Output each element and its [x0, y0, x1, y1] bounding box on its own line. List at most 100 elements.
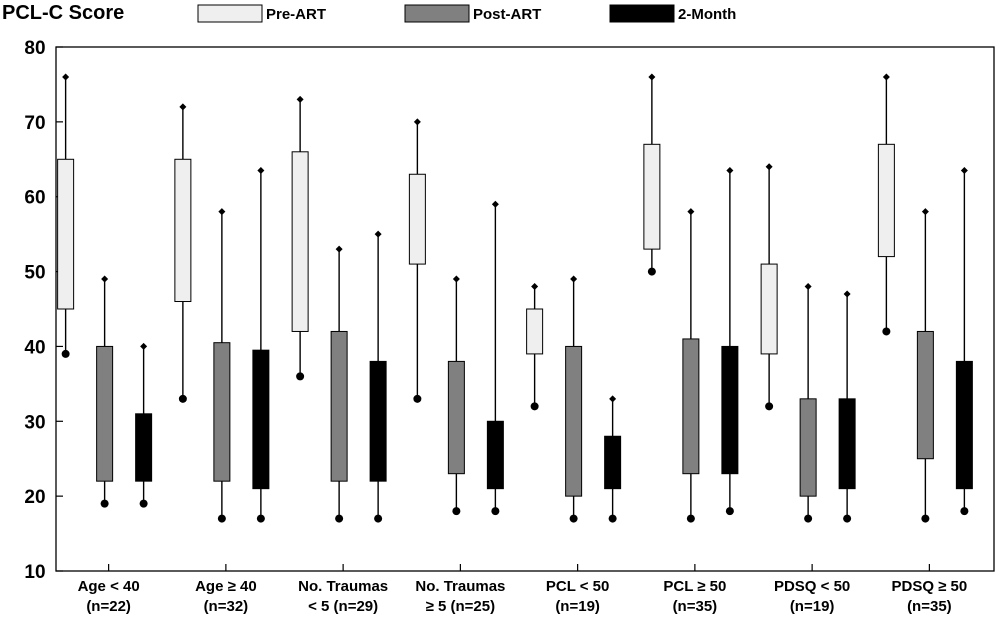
box-3-1 [447, 275, 465, 516]
y-tick-label-7: 80 [24, 38, 45, 59]
max-marker [374, 230, 382, 238]
max-marker [62, 73, 70, 81]
box-0-1 [96, 275, 114, 508]
box-body [213, 342, 231, 482]
box-body [291, 151, 309, 332]
box-4-2 [604, 395, 622, 523]
max-marker [101, 275, 109, 283]
box-body [916, 330, 934, 460]
max-marker [765, 163, 773, 171]
max-marker [257, 167, 265, 175]
min-marker [100, 499, 109, 508]
max-marker [648, 73, 656, 81]
min-marker [921, 514, 930, 523]
min-marker [413, 394, 422, 403]
x-label-line2-0: (n=22) [86, 598, 131, 615]
box-body [330, 330, 348, 482]
max-marker [531, 283, 539, 291]
box-4-1 [565, 275, 583, 523]
chart-title: PCL-C Score [2, 2, 124, 24]
box-6-2 [838, 290, 856, 523]
box-4-0 [526, 283, 544, 411]
min-marker [843, 514, 852, 523]
box-7-1 [916, 208, 934, 523]
box-7-2 [955, 167, 973, 516]
box-body [57, 158, 75, 310]
y-tick-label-4: 50 [24, 263, 45, 284]
box-7-0 [877, 73, 895, 336]
min-marker [139, 499, 148, 508]
box-5-1 [682, 208, 700, 523]
min-marker [491, 507, 500, 516]
box-0-2 [135, 342, 153, 508]
max-marker [804, 283, 812, 291]
min-marker [804, 514, 813, 523]
x-label-line2-1: (n=32) [204, 598, 249, 615]
max-marker [218, 208, 226, 216]
max-marker [570, 275, 578, 283]
x-label-line2-4: (n=19) [555, 598, 600, 615]
box-body [682, 338, 700, 475]
box-1-1 [213, 208, 231, 523]
box-body [486, 420, 504, 490]
legend: Pre-ART Post-ART 2-Month [197, 4, 736, 23]
y-axis: 10 20 30 40 50 60 70 80 [24, 38, 63, 583]
max-marker [882, 73, 890, 81]
max-marker [179, 103, 187, 111]
max-marker [413, 118, 421, 126]
box-body [838, 398, 856, 490]
max-marker [921, 208, 929, 216]
y-tick-label-6: 70 [24, 113, 45, 134]
max-marker [491, 200, 499, 208]
box-body [526, 308, 544, 355]
box-body [174, 158, 192, 303]
x-label-line1-3: No. Traumas [415, 578, 505, 595]
box-body [408, 173, 426, 265]
box-body [955, 360, 973, 490]
box-body [604, 435, 622, 490]
min-marker [725, 507, 734, 516]
min-marker [256, 514, 265, 523]
y-tick-label-3: 40 [24, 337, 45, 358]
x-label-line1-6: PDSQ < 50 [774, 578, 850, 595]
box-5-0 [643, 73, 661, 276]
x-label-line2-2: < 5 (n=29) [308, 598, 378, 615]
box-body [369, 360, 387, 482]
x-label-line1-2: No. Traumas [298, 578, 388, 595]
box-body [96, 345, 114, 482]
box-body [643, 143, 661, 250]
box-0-0 [57, 73, 75, 358]
y-tick-label-5: 60 [24, 188, 45, 209]
box-body [565, 345, 583, 497]
x-label-line2-3: ≥ 5 (n=25) [426, 598, 496, 615]
box-6-0 [760, 163, 778, 411]
x-label-line1-1: Age ≥ 40 [195, 578, 257, 595]
max-marker [609, 395, 617, 403]
box-1-0 [174, 103, 192, 403]
max-marker [843, 290, 851, 298]
legend-label-1: Post-ART [473, 6, 541, 23]
max-marker [452, 275, 460, 283]
box-3-0 [408, 118, 426, 403]
min-marker [686, 514, 695, 523]
box-2-1 [330, 245, 348, 523]
x-label-line2-7: (n=35) [907, 598, 952, 615]
box-6-1 [799, 283, 817, 523]
y-tick-label-2: 30 [24, 412, 45, 433]
min-marker [452, 507, 461, 516]
plot-frame [55, 46, 995, 572]
min-marker [296, 372, 305, 381]
box-2-2 [369, 230, 387, 523]
min-marker [530, 402, 539, 411]
min-marker [335, 514, 344, 523]
x-axis: Age < 40 (n=22) Age ≥ 40 (n=32) No. Traumas <… [78, 564, 967, 615]
min-marker [960, 507, 969, 516]
box-2-0 [291, 95, 309, 381]
box-body [799, 398, 817, 497]
min-marker [178, 394, 187, 403]
max-marker [140, 342, 148, 350]
box-body [252, 349, 270, 490]
legend-swatch-1 [404, 4, 470, 23]
max-marker [726, 167, 734, 175]
